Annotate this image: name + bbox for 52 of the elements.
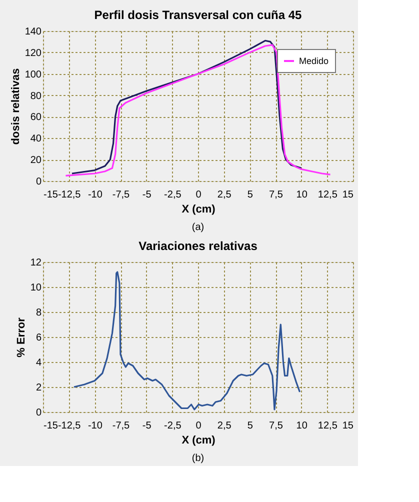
- y-tick-label: 6: [36, 332, 42, 344]
- y-tick-label: 4: [36, 358, 42, 368]
- text: (b): [192, 453, 204, 464]
- x-tick-label: -7,5: [112, 420, 130, 432]
- x-tick-label: 7,5: [269, 420, 284, 432]
- x-tick-label: -12,5: [58, 190, 82, 200]
- y-tick-label: 80: [30, 90, 42, 102]
- x-tick-label: -15: [44, 420, 58, 432]
- x-tick-label: 15: [342, 190, 354, 200]
- legend-label: Medido: [299, 56, 329, 66]
- x-tick-label: -10: [88, 190, 103, 200]
- y-tick-label: 0: [36, 176, 42, 188]
- x-tick-label: 12,5: [318, 420, 338, 432]
- x-tick-label: 12,5: [318, 190, 338, 200]
- x-tick-label: -2,5: [164, 190, 182, 200]
- x-tick-label: 15: [342, 420, 354, 432]
- x-tick-label: 10: [296, 190, 308, 200]
- x-axis-title: X (cm): [182, 434, 216, 446]
- x-tick-label: 0: [196, 420, 202, 432]
- y-axis-title: % Error: [15, 316, 28, 358]
- x-tick-label: 10: [296, 420, 308, 432]
- y-tick-label: 12: [30, 258, 42, 268]
- y-tick-label: 140: [24, 26, 42, 38]
- y-tick-label: 8: [36, 308, 42, 318]
- x-tick-label: -10: [88, 420, 103, 432]
- y-tick-label: 20: [30, 155, 42, 166]
- x-axis-title: X (cm): [182, 204, 216, 216]
- x-tick-label: -12,5: [58, 420, 82, 432]
- x-tick-label: 2,5: [217, 190, 232, 200]
- text: (a): [192, 222, 204, 233]
- y-tick-label: 10: [30, 282, 42, 294]
- x-tick-label: -5: [142, 420, 152, 432]
- y-tick-label: 120: [24, 48, 42, 59]
- x-tick-label: -15: [44, 190, 58, 200]
- y-tick-label: 0: [36, 408, 42, 418]
- y-axis-title: dosis relativas: [10, 68, 22, 145]
- line-series: [64, 44, 332, 176]
- y-tick-label: 40: [30, 134, 42, 145]
- x-tick-label: -2,5: [164, 420, 182, 432]
- x-tick-label: 7,5: [269, 190, 284, 200]
- x-tick-label: 5: [247, 190, 254, 200]
- y-tick-label: 2: [36, 382, 42, 394]
- x-tick-label: 5: [247, 420, 254, 432]
- chart-title: Variaciones relativas: [138, 239, 258, 253]
- x-tick-label: -7,5: [112, 190, 130, 200]
- x-tick-label: 2,5: [217, 420, 232, 432]
- chart-title: Perfil dosis Transversal con cuña 45: [94, 8, 302, 22]
- y-tick-label: 60: [30, 112, 42, 124]
- line-series: [73, 271, 301, 410]
- x-tick-label: -5: [142, 190, 152, 200]
- x-tick-label: 0: [196, 190, 202, 200]
- y-tick-label: 100: [24, 69, 42, 80]
